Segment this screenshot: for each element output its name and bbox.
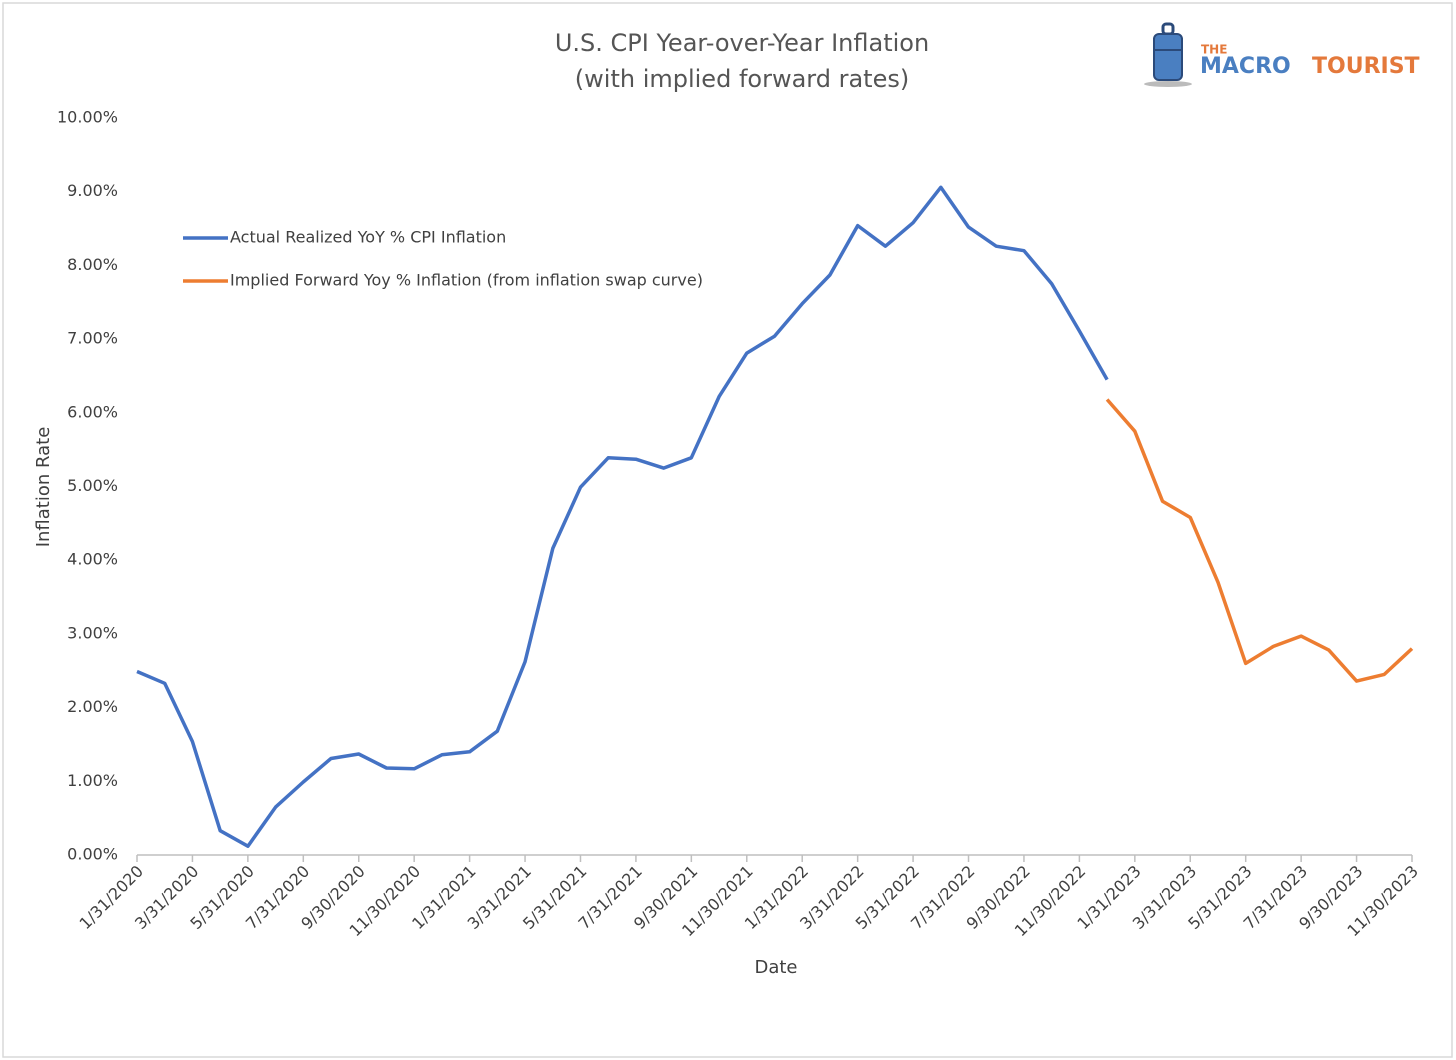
y-tick-label: 10.00% [57, 108, 118, 127]
y-tick-label: 6.00% [67, 402, 118, 421]
logo-tourist: TOURIST [1312, 54, 1420, 79]
logo-the: THE [1201, 43, 1227, 57]
x-axis-title: Date [754, 957, 797, 978]
y-tick-label: 4.00% [67, 550, 118, 569]
logo-macro: MACRO [1200, 54, 1291, 79]
y-tick-label: 0.00% [67, 845, 118, 864]
y-tick-label: 3.00% [67, 623, 118, 642]
logo: THE MACRO TOURIST [1144, 22, 1420, 87]
series-line [136, 185, 1109, 848]
chart-subtitle: (with implied forward rates) [575, 65, 909, 93]
y-tick-label: 1.00% [67, 771, 118, 790]
logo-suitcase [1153, 33, 1183, 81]
series-line [1105, 398, 1414, 683]
logo-shadow [1144, 81, 1192, 87]
y-tick-label: 2.00% [67, 697, 118, 716]
y-tick-label: 8.00% [67, 255, 118, 274]
y-tick-label: 7.00% [67, 329, 118, 348]
legend-label: Actual Realized YoY % CPI Inflation [230, 228, 506, 247]
y-tick-label: 9.00% [67, 181, 118, 200]
y-tick-label: 5.00% [67, 476, 118, 495]
chart-title: U.S. CPI Year-over-Year Inflation [555, 29, 929, 57]
y-axis-title: Inflation Rate [33, 427, 54, 548]
legend-label: Implied Forward Yoy % Inflation (from in… [230, 271, 703, 290]
